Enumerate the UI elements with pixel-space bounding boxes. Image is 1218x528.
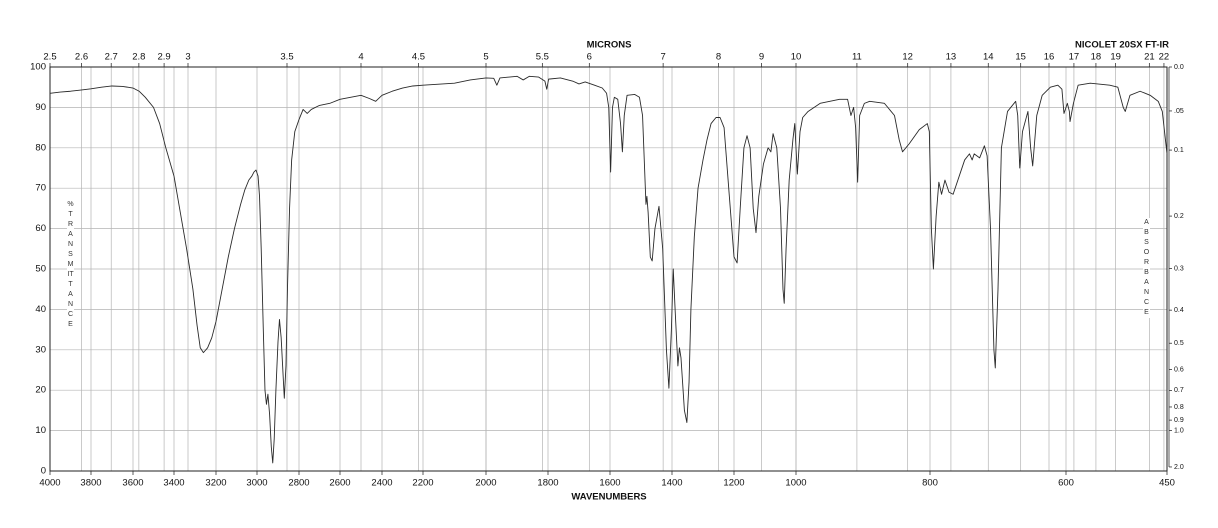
spectrum-line (49, 75, 1168, 464)
x-tick-label: 2800 (288, 478, 309, 489)
x-tick-label: 2000 (475, 478, 496, 489)
x2-tick-label: 4.5 (412, 52, 425, 63)
x2-tick-label: 2.9 (157, 52, 170, 63)
x2-tick-label: 14 (983, 52, 994, 63)
x2-tick-label: 19 (1110, 52, 1121, 63)
x-tick-label: 1600 (599, 478, 620, 489)
x2-tick-label: 3.5 (280, 52, 293, 63)
y-tick-label: 80 (35, 142, 46, 153)
y2-axis-label: ABSORBANCE (1143, 218, 1150, 318)
y-tick-label: 100 (30, 62, 46, 73)
y-tick-label: 70 (35, 183, 46, 194)
x2-axis-label: MICRONS (587, 40, 632, 51)
x2-tick-label: 6 (587, 52, 592, 63)
x-tick-label: 1800 (537, 478, 558, 489)
x-tick-label: 1200 (723, 478, 744, 489)
y-tick-label: 30 (35, 344, 46, 355)
y2-tick-label: 0.3 (1174, 265, 1184, 272)
y-tick-label: 10 (35, 425, 46, 436)
y2-tick-label: 0.6 (1174, 366, 1184, 373)
x2-tick-label: 11 (852, 52, 862, 63)
x2-tick-label: 10 (791, 52, 802, 63)
x2-tick-label: 3 (185, 52, 190, 63)
x-tick-label: 450 (1159, 478, 1175, 489)
x2-tick-label: 7 (660, 52, 665, 63)
x2-tick-label: 17 (1069, 52, 1080, 63)
y2-tick-label: 0.8 (1174, 404, 1184, 411)
y-tick-label: 60 (35, 223, 46, 234)
y2-tick-label: 0.2 (1174, 213, 1184, 220)
x-tick-label: 2400 (371, 478, 392, 489)
x-tick-label: 3800 (80, 478, 101, 489)
x2-tick-label: 9 (759, 52, 764, 63)
x2-tick-label: 2.7 (105, 52, 118, 63)
plot-frame (49, 66, 1168, 472)
y2-tick-label: 0.7 (1174, 387, 1184, 394)
y2-tick-label: 0.5 (1174, 340, 1184, 347)
y-tick-label: 0 (41, 466, 46, 477)
x2-tick-label: 2.5 (43, 52, 56, 63)
x-tick-label: 3000 (246, 478, 267, 489)
y2-tick-label: 2.0 (1174, 464, 1184, 471)
y2-tick-label: 0.4 (1174, 307, 1184, 314)
x-tick-label: 800 (922, 478, 938, 489)
x2-tick-label: 8 (716, 52, 721, 63)
x2-tick-label: 2.6 (75, 52, 88, 63)
x-axis-label: WAVENUMBERS (571, 492, 646, 503)
x2-tick-label: 12 (902, 52, 913, 63)
x2-tick-label: 15 (1015, 52, 1026, 63)
x2-tick-label: 5 (483, 52, 488, 63)
x2-tick-label: 22 (1159, 52, 1170, 63)
y2-tick-label: 0.9 (1174, 417, 1184, 424)
instrument-annotation: NICOLET 20SX FT-IR (1075, 40, 1169, 51)
x2-tick-label: 4 (358, 52, 363, 63)
y2-tick-label: 0.1 (1174, 147, 1184, 154)
x-tick-label: 3600 (122, 478, 143, 489)
y2-tick-label: 0.0 (1174, 64, 1184, 71)
x-tick-label: 4000 (39, 478, 60, 489)
x-tick-label: 600 (1058, 478, 1074, 489)
x2-tick-label: 21 (1144, 52, 1155, 63)
x2-tick-label: 18 (1091, 52, 1102, 63)
x-tick-label: 2600 (329, 478, 350, 489)
x-tick-label: 3200 (205, 478, 226, 489)
y-tick-label: 40 (35, 304, 46, 315)
x2-tick-label: 16 (1044, 52, 1055, 63)
x2-tick-label: 2.8 (132, 52, 145, 63)
y-tick-label: 90 (35, 102, 46, 113)
x2-tick-label: 5.5 (536, 52, 549, 63)
x-tick-label: 1000 (785, 478, 806, 489)
y-tick-label: 50 (35, 264, 46, 275)
y2-tick-label: .05 (1174, 108, 1184, 115)
y2-tick-label: 1.0 (1174, 427, 1184, 434)
x-tick-label: 1400 (661, 478, 682, 489)
x-tick-label: 2200 (412, 478, 433, 489)
x-tick-label: 3400 (163, 478, 184, 489)
y-axis-label: %TRANSMITTANCE (67, 200, 74, 330)
x2-tick-label: 13 (946, 52, 957, 63)
y-tick-label: 20 (35, 385, 46, 396)
